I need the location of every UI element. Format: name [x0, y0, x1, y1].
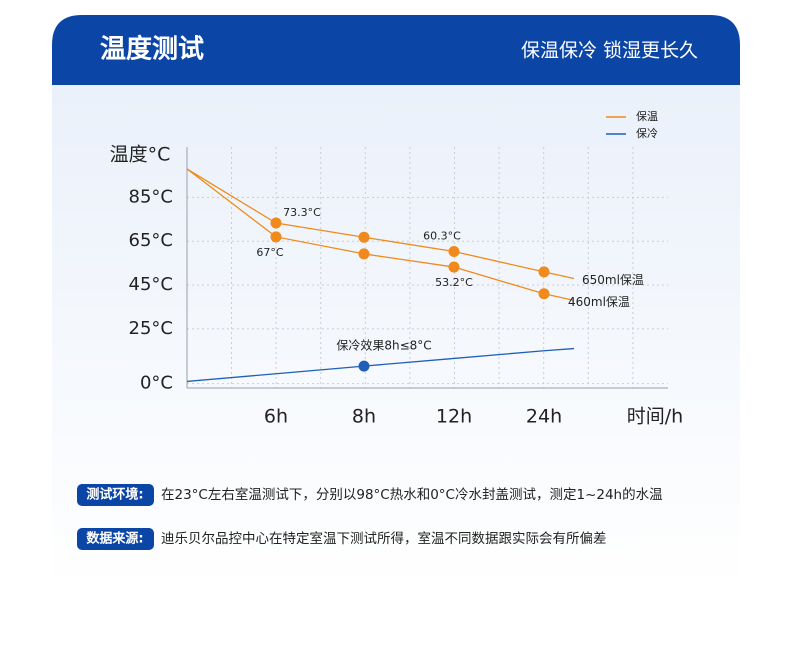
y-tick-label: 25°C: [129, 318, 173, 339]
series-end-label: 650ml保温: [582, 273, 644, 287]
data-label: 73.3°C: [283, 206, 321, 219]
legend-label: 保冷: [636, 126, 658, 140]
y-tick-label: 0°C: [140, 373, 173, 394]
x-tick-label: 6h: [264, 406, 288, 428]
point: [270, 231, 282, 243]
header-band: [52, 15, 740, 85]
note-text: 迪乐贝尔品控中心在特定室温下测试所得，室温不同数据跟实际会有所偏差: [161, 530, 607, 547]
y-axis-title: 温度°C: [110, 144, 171, 166]
header-title: 温度测试: [100, 34, 204, 65]
series-line: [186, 347, 575, 383]
series-end-label: 460ml保温: [568, 295, 630, 309]
note-badge: [77, 528, 154, 550]
point: [538, 266, 550, 278]
point: [538, 288, 550, 300]
data-label: 60.3°C: [423, 230, 461, 243]
note-text: 在23°C左右室温测试下，分别以98°C热水和0°C冷水封盖测试，测定1~24h…: [161, 486, 663, 503]
point: [358, 248, 370, 260]
x-tick-label: 12h: [436, 406, 472, 428]
data-label: 67°C: [256, 246, 283, 259]
point: [448, 261, 460, 273]
y-tick-label: 45°C: [129, 274, 173, 295]
x-axis-title: 时间/h: [627, 406, 683, 428]
note-label: 测试环境:: [86, 487, 143, 503]
y-tick-label: 65°C: [129, 230, 173, 251]
x-tick-label: 24h: [526, 406, 562, 428]
point: [358, 231, 370, 243]
point: [448, 246, 460, 258]
note-badge: [77, 484, 154, 506]
point: [358, 360, 370, 372]
x-tick-label: 8h: [352, 406, 376, 428]
legend-label: 保温: [636, 109, 658, 123]
point: [270, 217, 282, 229]
data-label: 53.2°C: [435, 276, 473, 289]
annotation: 保冷效果8h≤8°C: [336, 338, 431, 353]
note-label: 数据来源:: [86, 531, 143, 547]
y-tick-label: 85°C: [129, 186, 173, 207]
header-subtitle: 保温保冷 锁湿更长久: [521, 40, 698, 62]
panel: [52, 60, 740, 590]
